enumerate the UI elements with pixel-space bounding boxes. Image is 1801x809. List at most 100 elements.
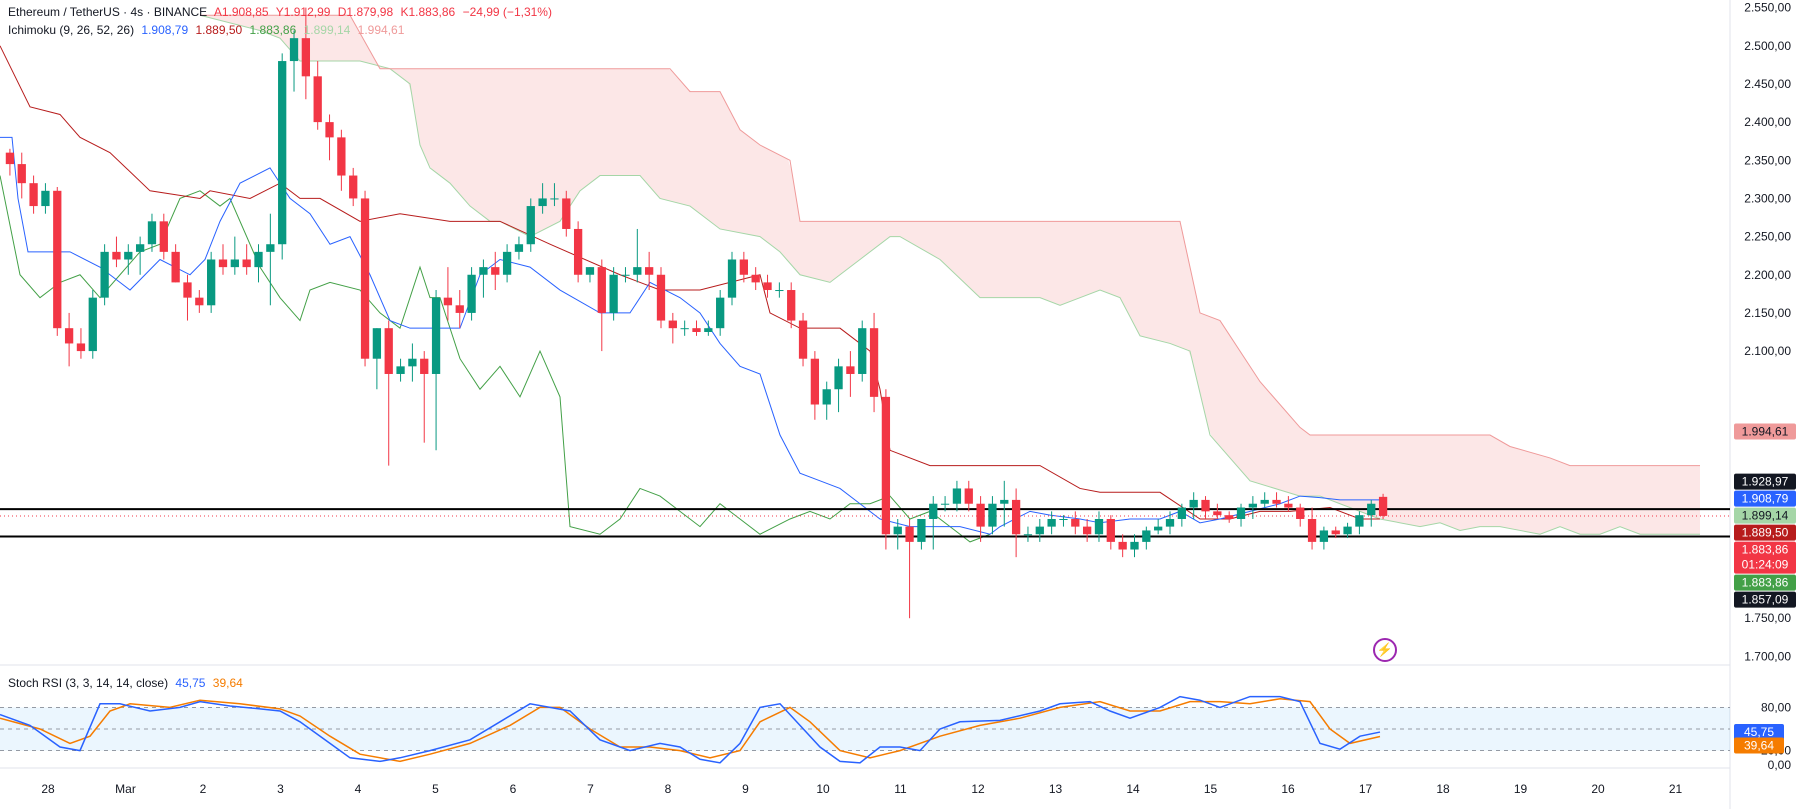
candle-body [727, 259, 737, 298]
candle-body [869, 328, 879, 397]
candle-body [1106, 518, 1115, 542]
candle-body [100, 251, 109, 298]
candle-body [479, 267, 488, 275]
candle-body [64, 328, 74, 344]
ichimoku-spana-value: 1.899,14 [303, 23, 351, 37]
time-axis-label: 17 [1359, 782, 1373, 796]
candle-body [29, 183, 38, 207]
candle-body [940, 503, 950, 505]
candle-body [1023, 534, 1033, 536]
candle-body [858, 328, 867, 374]
candle-body [952, 488, 962, 504]
candle-body [550, 198, 559, 200]
candle-body [562, 198, 571, 229]
candle-body [455, 305, 464, 313]
price-label-badge [1734, 591, 1796, 608]
price-label-text: 1.899,14 [1742, 509, 1789, 523]
candle-body [396, 366, 405, 374]
price-label-badge [1734, 574, 1796, 591]
candle-body [1059, 518, 1068, 520]
candle-body [917, 518, 926, 542]
candle-body [195, 297, 204, 306]
candle-body [834, 366, 843, 390]
candle-body [514, 244, 524, 252]
ichimoku-label: Ichimoku (9, 26, 52, 26) [8, 23, 135, 37]
candle-body [1225, 515, 1234, 519]
price-label-text: 1.928,97 [1742, 475, 1789, 489]
candle-body [976, 503, 985, 527]
stoch-rsi-legend[interactable]: Stoch RSI (3, 3, 14, 14, close) 45,75 39… [8, 676, 247, 690]
ichimoku-chikou-value: 1.883,86 [249, 23, 297, 37]
time-axis-label: Mar [115, 782, 136, 796]
candle-body [1177, 507, 1186, 519]
candle-body [1000, 499, 1009, 504]
candle-body [739, 259, 748, 275]
candle-body [1378, 496, 1388, 516]
candle-body [692, 328, 701, 332]
candle-body [1236, 507, 1246, 519]
candle-body [1201, 499, 1210, 512]
time-axis-label: 10 [816, 782, 830, 796]
price-label-badge [1734, 490, 1796, 507]
candle-body [1071, 518, 1080, 527]
candle-body [242, 259, 251, 268]
time-axis-label: 15 [1204, 782, 1218, 796]
candle-body [218, 259, 228, 268]
ichimoku-tenkan-value: 1.908,79 [141, 23, 189, 37]
candle-body [1130, 541, 1139, 550]
time-axis-label: 9 [742, 782, 749, 796]
price-tick-label: 2.200,00 [1744, 268, 1791, 282]
ichimoku-legend[interactable]: Ichimoku (9, 26, 52, 26) 1.908,79 1.889,… [8, 23, 408, 37]
candle-body [645, 267, 654, 275]
time-axis-label: 2 [200, 782, 207, 796]
candle-body [1355, 515, 1364, 527]
candle-body [112, 251, 121, 260]
candle-body [408, 358, 417, 367]
candle-body [1011, 499, 1021, 535]
candle-body [325, 122, 334, 138]
candle-body [704, 328, 713, 332]
price-label-text: 1.883,86 [1742, 543, 1789, 557]
candle-body [1165, 518, 1175, 527]
candle-body [1094, 518, 1104, 535]
lightning-icon[interactable]: ⚡ [1373, 638, 1397, 662]
ichimoku-cloud [200, 15, 1700, 535]
candle-body [1319, 530, 1329, 542]
stoch-value-text: 39,64 [1744, 738, 1774, 752]
price-tick-label: 1.700,00 [1744, 649, 1791, 663]
time-axis-label: 5 [432, 782, 439, 796]
candle-body [716, 297, 725, 329]
candle-body [905, 526, 914, 542]
candle-body [597, 267, 606, 313]
candle-body [1082, 526, 1092, 535]
time-axis-label: 19 [1514, 782, 1528, 796]
candle-body [621, 274, 630, 276]
candle-body [1118, 541, 1127, 550]
candle-body [124, 251, 133, 260]
stoch-value-badge [1734, 737, 1784, 754]
stoch-value-badge [1734, 724, 1784, 741]
time-axis-label: 13 [1049, 782, 1063, 796]
price-label-text: 1.908,79 [1742, 492, 1789, 506]
candle-body [988, 503, 997, 527]
ichimoku-span-a-line [199, 14, 1700, 535]
price-tick-label: 2.350,00 [1744, 153, 1791, 167]
ichimoku-spanb-value: 1.994,61 [357, 23, 405, 37]
candle-body [822, 389, 831, 405]
candle-body [183, 282, 192, 298]
candle-body [384, 328, 393, 374]
candle-body [656, 274, 666, 321]
price-tick-label: 2.400,00 [1744, 115, 1791, 129]
time-axis-label: 6 [510, 782, 517, 796]
time-axis-label: 11 [894, 782, 907, 796]
candle-body [443, 297, 453, 306]
candle-body [147, 221, 157, 245]
candle-body [526, 206, 535, 245]
price-tick-label: 1.750,00 [1744, 611, 1791, 625]
price-label-text: 1.889,50 [1742, 526, 1789, 540]
price-tick-label: 2.100,00 [1744, 344, 1791, 358]
time-axis-label: 14 [1126, 782, 1140, 796]
candle-body [349, 175, 358, 199]
